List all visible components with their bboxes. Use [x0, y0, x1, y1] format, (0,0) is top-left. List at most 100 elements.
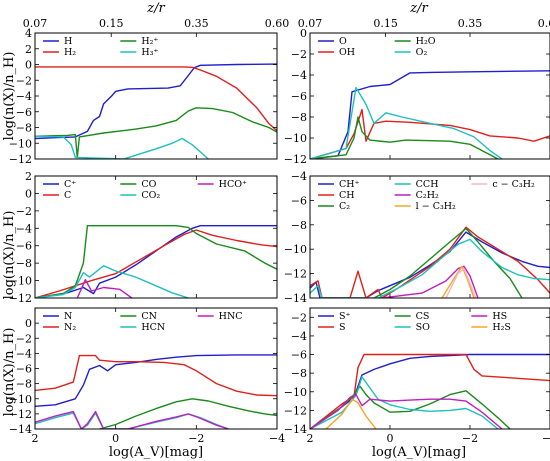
legend-label: H₂O: [416, 36, 436, 47]
x-tick-label: 2: [307, 432, 314, 445]
legend-label: CH⁺: [339, 179, 360, 190]
y-tick-label: −12: [284, 268, 307, 281]
top-axis-left: z/r: [146, 1, 165, 16]
legend-label: H₂: [64, 47, 76, 58]
y-tick-label: 4: [25, 27, 32, 40]
y-tick-label: −6: [291, 90, 307, 103]
legend-label: C₂: [339, 201, 350, 212]
y-tick-label: −4: [291, 330, 307, 343]
legend-label: C₂H₂: [416, 190, 439, 201]
series-line-o2: [310, 86, 503, 159]
y-tick-label: 2: [25, 170, 32, 183]
legend-label: HCN: [141, 322, 165, 333]
legend-label: SO: [416, 322, 431, 333]
legend-label: O: [339, 36, 347, 47]
legend-label: c − C₃H₂: [492, 179, 535, 190]
x-tick-label: 2: [32, 432, 39, 445]
series-group: [310, 353, 550, 429]
legend-label: l − C₃H₂: [416, 201, 456, 212]
series-group: [310, 226, 550, 298]
legend-label: CO₂: [141, 190, 160, 201]
y-tick-label: −4: [291, 69, 307, 82]
series-line-cn: [99, 398, 277, 429]
y-tick-label: −10: [9, 393, 32, 406]
legend-label: N₂: [64, 322, 76, 333]
y-tick-label: 0: [300, 27, 307, 40]
y-tick-label: 2: [25, 43, 32, 56]
y-tick-label: −8: [16, 378, 32, 391]
legend-label: O₂: [416, 47, 428, 58]
series-group: [310, 70, 550, 159]
x-tick-label: 0: [112, 432, 119, 445]
panels: 0.070.150.350.600.070.150.350.60420−2−4−…: [9, 17, 550, 445]
series-line-h2: [35, 66, 277, 132]
y-tick-label: −14: [284, 292, 307, 305]
series-line-c2: [373, 227, 523, 298]
y-tick-label: −2: [16, 74, 32, 87]
series-line-c-: [35, 225, 277, 298]
y-tick-label: −14: [284, 423, 307, 436]
top-tick-label: 0.35: [458, 17, 483, 30]
x-tick-label: −4: [269, 432, 285, 445]
series-line-co: [35, 225, 277, 298]
legend-label: HS: [492, 311, 507, 322]
y-axis-label: log(n(X)/n_H): [2, 52, 17, 141]
legend-label: CCH: [416, 179, 439, 190]
y-axis-label: log(n(X)/n_H): [2, 211, 17, 300]
legend-label: C⁺: [64, 179, 76, 190]
series-line-ch-: [310, 231, 550, 298]
series-line-n: [35, 354, 277, 407]
x-tick-label: −2: [188, 432, 204, 445]
y-tick-label: −10: [9, 137, 32, 150]
top-tick-label: 0.60: [265, 17, 290, 30]
top-axis-label: z/r: [146, 1, 165, 16]
series-line-hnc: [35, 410, 229, 429]
top-axis-right: z/r: [409, 1, 428, 16]
series-line-co2: [35, 265, 189, 298]
y-tick-label: −14: [9, 423, 32, 436]
y-tick-label: −10: [284, 132, 307, 145]
legend-label: H₂⁺: [141, 36, 158, 47]
legend-label: CS: [416, 311, 430, 322]
y-tick-label: −8: [16, 257, 32, 270]
y-tick-label: −10: [284, 243, 307, 256]
y-axis-label: log(n(X)/n_H): [2, 328, 17, 417]
y-tick-label: −12: [9, 153, 32, 166]
x-tick-label: −2: [462, 432, 478, 445]
y-tick-label: −12: [284, 153, 307, 166]
series-group: [35, 225, 277, 298]
axes-frame: [34, 175, 278, 299]
y-tick-label: −10: [284, 386, 307, 399]
legend-label: H₃⁺: [141, 47, 158, 58]
legend-label: CO: [141, 179, 156, 190]
panel-1: 4 2 0 −2 −4 −6 −8 −10 −12 HH₂ H₂⁺H₃⁺: [9, 27, 278, 166]
x-axis-label: log(A_V)[mag]: [372, 445, 466, 460]
y-tick-label: −8: [291, 367, 307, 380]
series-line-oh: [310, 108, 550, 159]
y-tick-label: −2: [16, 205, 32, 218]
y-tick-label: −4: [16, 222, 32, 235]
series-line-s-: [310, 353, 550, 429]
x-axis-label: log(A_V)[mag]: [109, 445, 203, 460]
series-line-cs: [310, 385, 511, 429]
series-line-h3-: [35, 135, 209, 159]
series-line-h2o: [310, 116, 499, 159]
series-line-c-c3h2: [445, 268, 477, 298]
top-tick-label: 0.07: [298, 17, 323, 30]
y-tick-label: −4: [291, 170, 307, 183]
top-tick-label: 0.07: [23, 17, 48, 30]
series-line-c2h2: [381, 265, 479, 298]
legend-label: N: [64, 311, 72, 322]
series-line-hcn: [35, 412, 229, 429]
legend-label: C: [64, 190, 71, 201]
y-tick-label: −2: [16, 332, 32, 345]
y-tick-label: −10: [9, 275, 32, 288]
series-line-h2-: [35, 107, 277, 159]
series-line-ch: [310, 226, 550, 298]
